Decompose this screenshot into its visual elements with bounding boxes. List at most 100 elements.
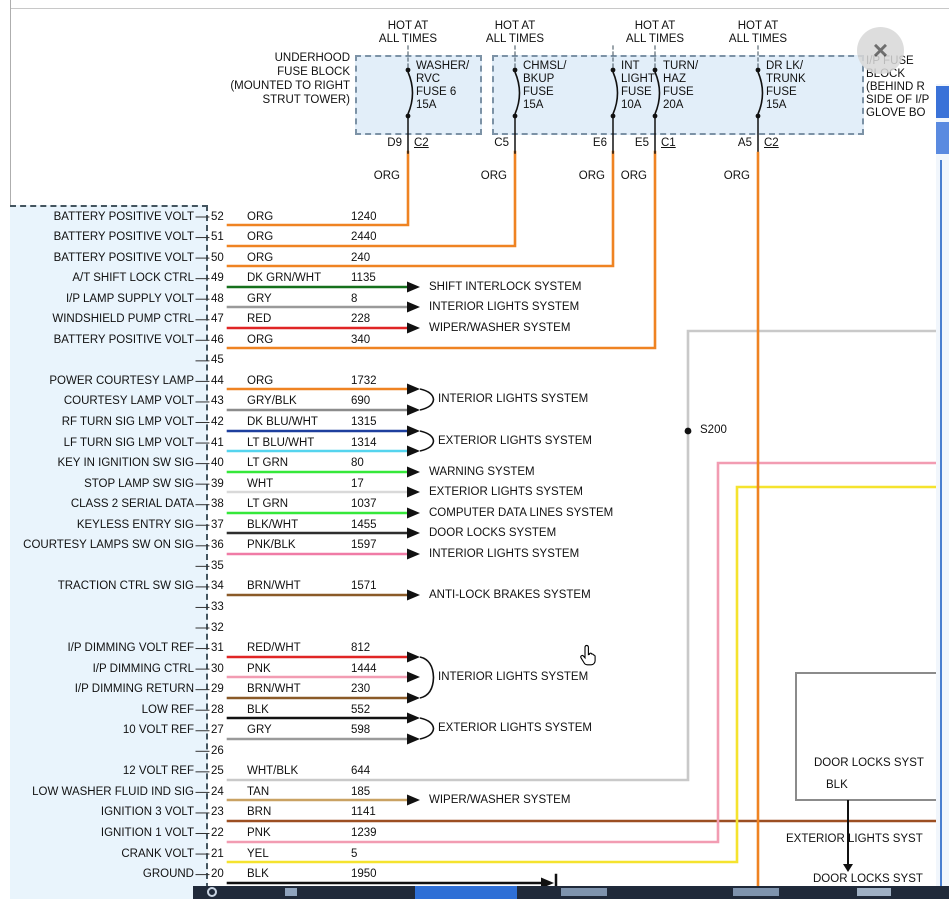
- fuse-label-line: TRUNK: [766, 73, 806, 85]
- fuse-element: [612, 71, 619, 115]
- ip-fuse-block-label-line: SIDE OF I/P: [866, 94, 930, 106]
- circuit-number: 8: [351, 292, 358, 305]
- fuse-label-line: FUSE: [621, 86, 652, 98]
- fuse-label-line: FUSE: [523, 86, 554, 98]
- wire-color-code: LT GRN: [247, 498, 289, 511]
- fuse-label-line: RVC: [416, 73, 441, 85]
- wire-color-code: WHT/BLK: [247, 765, 299, 778]
- fuse-label-line: HAZ: [663, 73, 686, 85]
- fuse-label-line: WASHER/: [416, 60, 470, 72]
- underhood-label-line: (MOUNTED TO RIGHT: [230, 80, 350, 92]
- circuit-number: 1135: [351, 272, 376, 285]
- pin-number: 37: [211, 518, 224, 531]
- scrollbar-track[interactable]: [940, 160, 942, 899]
- wire-arrowhead: [407, 589, 420, 601]
- pin-function-label: LF TURN SIG LMP VOLT: [63, 436, 194, 449]
- taskbar-item-active[interactable]: [415, 886, 517, 899]
- system-label: EXTERIOR LIGHTS SYSTEM: [438, 722, 592, 734]
- fuse-terminal-dot: [512, 113, 518, 119]
- pin-function-label: TRACTION CTRL SW SIG: [57, 580, 194, 593]
- taskbar-item-5[interactable]: [857, 888, 891, 896]
- pin-function-label: GROUND: [142, 868, 194, 881]
- pin-number: 51: [211, 231, 224, 244]
- wire-color-code: GRY: [247, 724, 272, 737]
- circuit-number: 598: [351, 724, 371, 737]
- terminal-id: E6: [592, 137, 607, 149]
- taskbar-item-4[interactable]: [733, 888, 779, 896]
- wire-arrowhead: [407, 527, 420, 539]
- wire-arrowhead: [407, 301, 420, 313]
- system-label: INTERIOR LIGHTS SYSTEM: [429, 300, 580, 313]
- fuse-element: [757, 71, 764, 115]
- taskbar-item-1[interactable]: [207, 887, 217, 897]
- taskbar-item-3[interactable]: [561, 888, 607, 896]
- hot-at-all-times-label: HOT AT: [737, 20, 779, 32]
- wire-color-code: PNK/BLK: [247, 539, 296, 552]
- taskbar-item-2[interactable]: [285, 888, 297, 896]
- underhood-label-line: STRUT TOWER): [262, 94, 350, 106]
- wire-color-code: ORG: [247, 231, 274, 244]
- pin-function-label: I/P DIMMING VOLT REF: [67, 642, 194, 655]
- wire-arrowhead: [407, 486, 420, 498]
- hot-at-all-times-label: HOT AT: [634, 20, 676, 32]
- pin-function-label: POWER COURTESY LAMP: [49, 374, 194, 387]
- fuse-label-line: FUSE: [766, 86, 797, 98]
- fuse-label-line: 10A: [621, 99, 642, 111]
- system-label: INTERIOR LIGHTS SYSTEM: [429, 547, 580, 560]
- terminal-id: D9: [387, 137, 402, 149]
- window-top-border: [10, 8, 949, 9]
- group-bracket: [419, 717, 435, 740]
- door-locks-box-title: DOOR LOCKS SYST: [814, 757, 924, 769]
- pin-number: 39: [211, 477, 224, 490]
- close-button[interactable]: ×: [857, 27, 904, 74]
- wire-color-code: LT GRN: [247, 457, 289, 470]
- pin-number: 45: [211, 354, 224, 367]
- fuse-label-line: 15A: [523, 99, 544, 111]
- fuse-terminal-dot: [405, 67, 411, 73]
- wire-color-code: DK GRN/WHT: [247, 272, 322, 285]
- wire-WHT/BLK: [226, 329, 949, 782]
- pin-function-label: IGNITION 1 VOLT: [100, 827, 194, 839]
- pin-number: 31: [211, 642, 224, 655]
- pin-function-label: KEYLESS ENTRY SIG: [76, 518, 194, 531]
- pin-number: 36: [211, 539, 224, 552]
- pin-function-label: A/T SHIFT LOCK CTRL: [72, 272, 194, 285]
- hand-cursor-shape: [580, 644, 596, 666]
- taskbar[interactable]: [193, 886, 949, 899]
- connector-id: C2: [764, 137, 779, 149]
- hot-at-all-times-label: HOT AT: [387, 20, 429, 32]
- scrollbar-strip[interactable]: [936, 84, 949, 899]
- wire-PNK: [226, 461, 949, 844]
- terminal-id: C5: [494, 137, 509, 149]
- circuit-number: 5: [351, 847, 358, 860]
- pin-number: 20: [211, 868, 224, 881]
- ip-fuse-block-label-line: GLOVE BO: [866, 107, 926, 119]
- hot-at-all-times-label: ALL TIMES: [378, 33, 438, 45]
- group-bracket: [419, 430, 435, 452]
- fuse-label-line: FUSE: [663, 86, 694, 98]
- wire-arrowhead: [407, 425, 420, 437]
- pin-function-label: KEY IN IGNITION SW SIG: [57, 457, 194, 470]
- scrollbar-button-upper[interactable]: [936, 86, 949, 118]
- scrollbar-button-lower[interactable]: [936, 122, 949, 154]
- wire-arrowhead: [407, 794, 420, 806]
- fuse-label-line: 15A: [766, 99, 787, 111]
- wire-YEL: [226, 485, 949, 864]
- wire-color-code: GRY/BLK: [247, 395, 297, 408]
- pin-number: 48: [211, 292, 224, 305]
- pin-function-label: BATTERY POSITIVE VOLT: [53, 210, 194, 223]
- fuse-label-line: 20A: [663, 99, 684, 111]
- fuse-label-line: CHMSL/: [523, 60, 567, 72]
- circuit-number: 812: [351, 642, 371, 655]
- fuse-label-line: BKUP: [523, 73, 555, 85]
- pin-number: 30: [211, 662, 224, 675]
- wire-color-code: LT BLU/WHT: [247, 436, 315, 449]
- fuse-label-line: LIGHT: [621, 73, 655, 85]
- system-label: WARNING SYSTEM: [429, 465, 535, 478]
- pin-number: 46: [211, 333, 224, 346]
- fuse-terminal-dot: [512, 67, 518, 73]
- wire-color-code: DK BLU/WHT: [247, 416, 318, 428]
- wire-arrowhead: [407, 281, 420, 293]
- door-locks-arrowhead: [843, 864, 853, 872]
